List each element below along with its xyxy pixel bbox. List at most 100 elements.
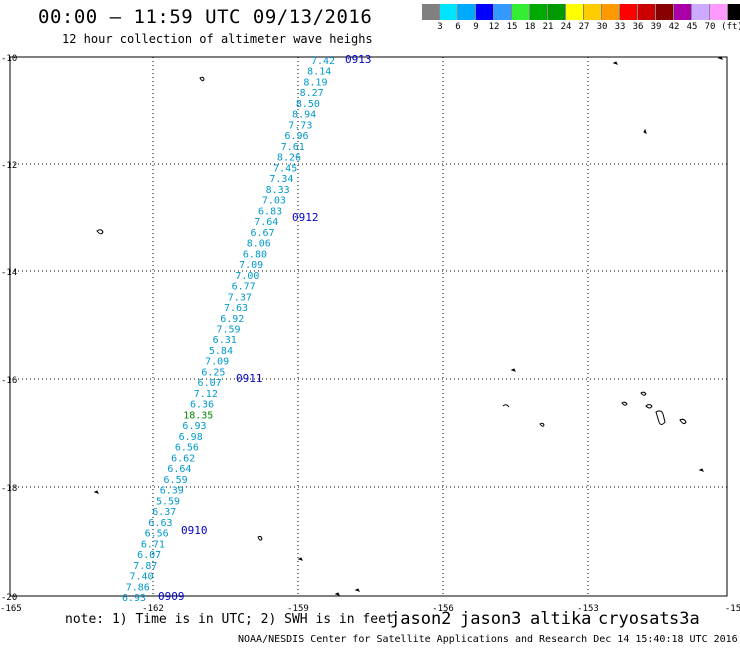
swh-value: 7.40 [130, 572, 154, 583]
swh-value: 7.42 [311, 56, 335, 67]
legend-swatch [530, 4, 548, 20]
swh-value: 6.37 [152, 507, 176, 518]
altimeter-track: 7.428.148.198.278.508.947.736.967.618.26… [122, 56, 335, 604]
legend-label: 12 [488, 22, 500, 32]
island [199, 76, 205, 82]
swh-value: 8.19 [303, 77, 327, 88]
legend-swatch [674, 4, 692, 20]
swh-value: 6.96 [284, 131, 308, 142]
swh-value: 6.67 [250, 228, 274, 239]
pass-time-label: 0911 [236, 372, 263, 385]
swh-value: 6.07 [137, 550, 161, 561]
swh-value: 6.56 [175, 443, 199, 454]
plot-frame [9, 56, 728, 597]
swh-value: 7.12 [194, 389, 218, 400]
swh-value: 6.56 [145, 529, 169, 540]
y-tick-label: -16 [1, 376, 17, 386]
swh-value: 7.63 [224, 303, 248, 314]
pass-labels: 0913 0912 0911 0910 0909 [158, 53, 372, 603]
swh-value: 6.83 [258, 206, 282, 217]
legend-swatch [656, 4, 674, 20]
swh-value: 6.80 [243, 249, 267, 260]
swh-value: 7.64 [254, 217, 278, 228]
legend-label: 21 [542, 22, 554, 32]
axis-ticks: -165 -162 -159 -156 -153 -15 -10 -12 -14 -16 -18 -2… [0, 54, 740, 614]
chart-subtitle: 12 hour collection of altimeter wave hei… [62, 32, 373, 46]
island [502, 404, 510, 408]
swh-value: 6.07 [198, 378, 222, 389]
pass-time-label: 0912 [292, 211, 319, 224]
x-tick-label: -156 [432, 604, 454, 614]
x-tick-label: -159 [287, 604, 309, 614]
legend-altika: altika [530, 609, 592, 629]
swh-value: 7.09 [239, 260, 263, 271]
x-tick-label: -165 [0, 604, 22, 614]
grid-lines [10, 57, 727, 596]
island [297, 557, 303, 561]
legend-swatch [638, 4, 656, 20]
swh-value: 6.36 [190, 400, 214, 411]
island [621, 401, 628, 406]
swh-value: 8.14 [307, 67, 331, 78]
legend-jason3: jason3 [460, 609, 522, 629]
legend-s3a: s3a [669, 609, 700, 629]
swh-value: 6.77 [232, 282, 256, 293]
y-tick-label: -20 [1, 593, 17, 603]
legend-cryosat: cryosat [598, 609, 670, 629]
swh-value: 6.92 [220, 314, 244, 325]
legend-swatch [548, 4, 566, 20]
x-tick-label: -153 [577, 604, 599, 614]
swh-value: 7.34 [269, 174, 293, 185]
legend-label: 27 [578, 22, 590, 32]
chart-title: 00:00 — 11:59 UTC 09/13/2016 [38, 6, 373, 28]
island [257, 535, 263, 541]
legend-swatch [602, 4, 620, 20]
swh-value: 6.64 [167, 464, 191, 475]
x-tick-label: -162 [142, 604, 164, 614]
legend-label: 45 [686, 22, 698, 32]
legend-swatch [512, 4, 530, 20]
swh-value: 8.94 [292, 110, 316, 121]
legend-label: 36 [632, 22, 644, 32]
swh-value: 7.45 [273, 163, 297, 174]
credit-line: NOAA/NESDIS Center for Satellite Applica… [238, 634, 738, 645]
islands [93, 56, 723, 596]
legend-swatch [476, 4, 494, 20]
swh-value: 7.59 [216, 325, 240, 336]
legend-swatch [692, 4, 710, 20]
swh-value: 7.86 [126, 582, 150, 593]
legend-label: (ft) [721, 22, 740, 32]
swh-value: 6.62 [171, 453, 195, 464]
island [717, 56, 723, 60]
x-tick-label: -15 [725, 604, 740, 614]
legend-swatch [584, 4, 602, 20]
swh-value: 5.59 [156, 496, 180, 507]
swh-value: 7.73 [288, 120, 312, 131]
pass-time-label: 0909 [158, 590, 185, 603]
legend-label: 30 [596, 22, 608, 32]
legend-jason2: jason2 [390, 609, 452, 629]
island [612, 61, 618, 65]
swh-value: 6.59 [164, 475, 188, 486]
legend-swatch [566, 4, 584, 20]
swh-value: 6.25 [201, 367, 225, 378]
swh-value: 7.00 [235, 271, 259, 282]
swh-value: 7.37 [228, 292, 252, 303]
swh-value: 6.98 [179, 432, 203, 443]
legend-label: 33 [614, 22, 626, 32]
legend-label: 39 [650, 22, 662, 32]
color-scale-legend [422, 4, 740, 20]
swh-value: 6.63 [148, 518, 172, 529]
island [334, 592, 340, 596]
legend-swatch [728, 4, 740, 20]
y-tick-label: -18 [1, 484, 17, 494]
legend-label: 3 [437, 22, 443, 32]
footer-note: note: 1) Time is in UTC; 2) SWH is in fe… [65, 612, 394, 627]
island [655, 410, 666, 425]
island [96, 229, 104, 235]
swh-value: 7.03 [262, 196, 286, 207]
swh-value: 5.84 [209, 346, 233, 357]
pass-time-label: 0913 [345, 53, 372, 66]
island [679, 418, 687, 425]
swh-value: 7.09 [205, 357, 229, 368]
